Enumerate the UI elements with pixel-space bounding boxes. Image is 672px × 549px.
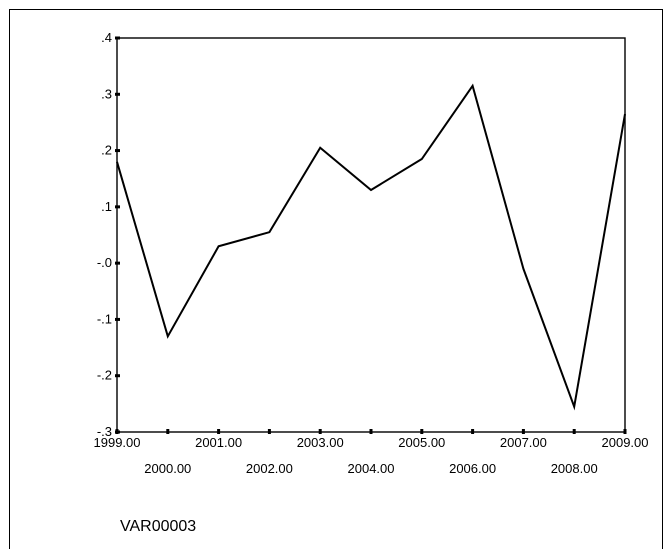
data-point — [268, 231, 270, 233]
x-tick-label: 1999.00 — [94, 435, 141, 450]
plot-area-border — [116, 37, 626, 433]
data-point — [167, 335, 169, 337]
y-tick-label: -.2 — [97, 368, 112, 383]
y-tick-label: -.1 — [97, 311, 112, 326]
x-tick-label: 2008.00 — [551, 461, 598, 476]
series-line — [116, 83, 626, 411]
x-tick-label: 2006.00 — [449, 461, 496, 476]
x-tick-label: 2007.00 — [500, 435, 547, 450]
x-tick-label: 2000.00 — [144, 461, 191, 476]
data-point — [116, 161, 118, 163]
x-tick-label: 2009.00 — [602, 435, 649, 450]
chart-frame — [9, 9, 663, 549]
x-tick-label: 2001.00 — [195, 435, 242, 450]
chart-marks — [116, 83, 626, 411]
data-point — [421, 158, 423, 160]
x-tick-label: 2005.00 — [398, 435, 445, 450]
data-point — [573, 406, 575, 408]
x-axis-title: VAR00003 — [120, 518, 196, 535]
data-point — [522, 268, 524, 270]
x-tick-label: 2004.00 — [348, 461, 395, 476]
y-tick-label: -.3 — [97, 424, 112, 439]
data-point — [624, 113, 626, 115]
data-point — [472, 85, 474, 87]
data-point — [370, 189, 372, 191]
data-point — [218, 245, 220, 247]
y-tick-label: -.0 — [97, 255, 112, 270]
y-tick-label: .4 — [101, 30, 112, 45]
y-tick-label: .1 — [101, 199, 112, 214]
x-tick-label: 2003.00 — [297, 435, 344, 450]
data-point — [319, 147, 321, 149]
y-tick-label: .3 — [101, 86, 112, 101]
y-tick-label: .2 — [101, 143, 112, 158]
x-tick-label: 2002.00 — [246, 461, 293, 476]
